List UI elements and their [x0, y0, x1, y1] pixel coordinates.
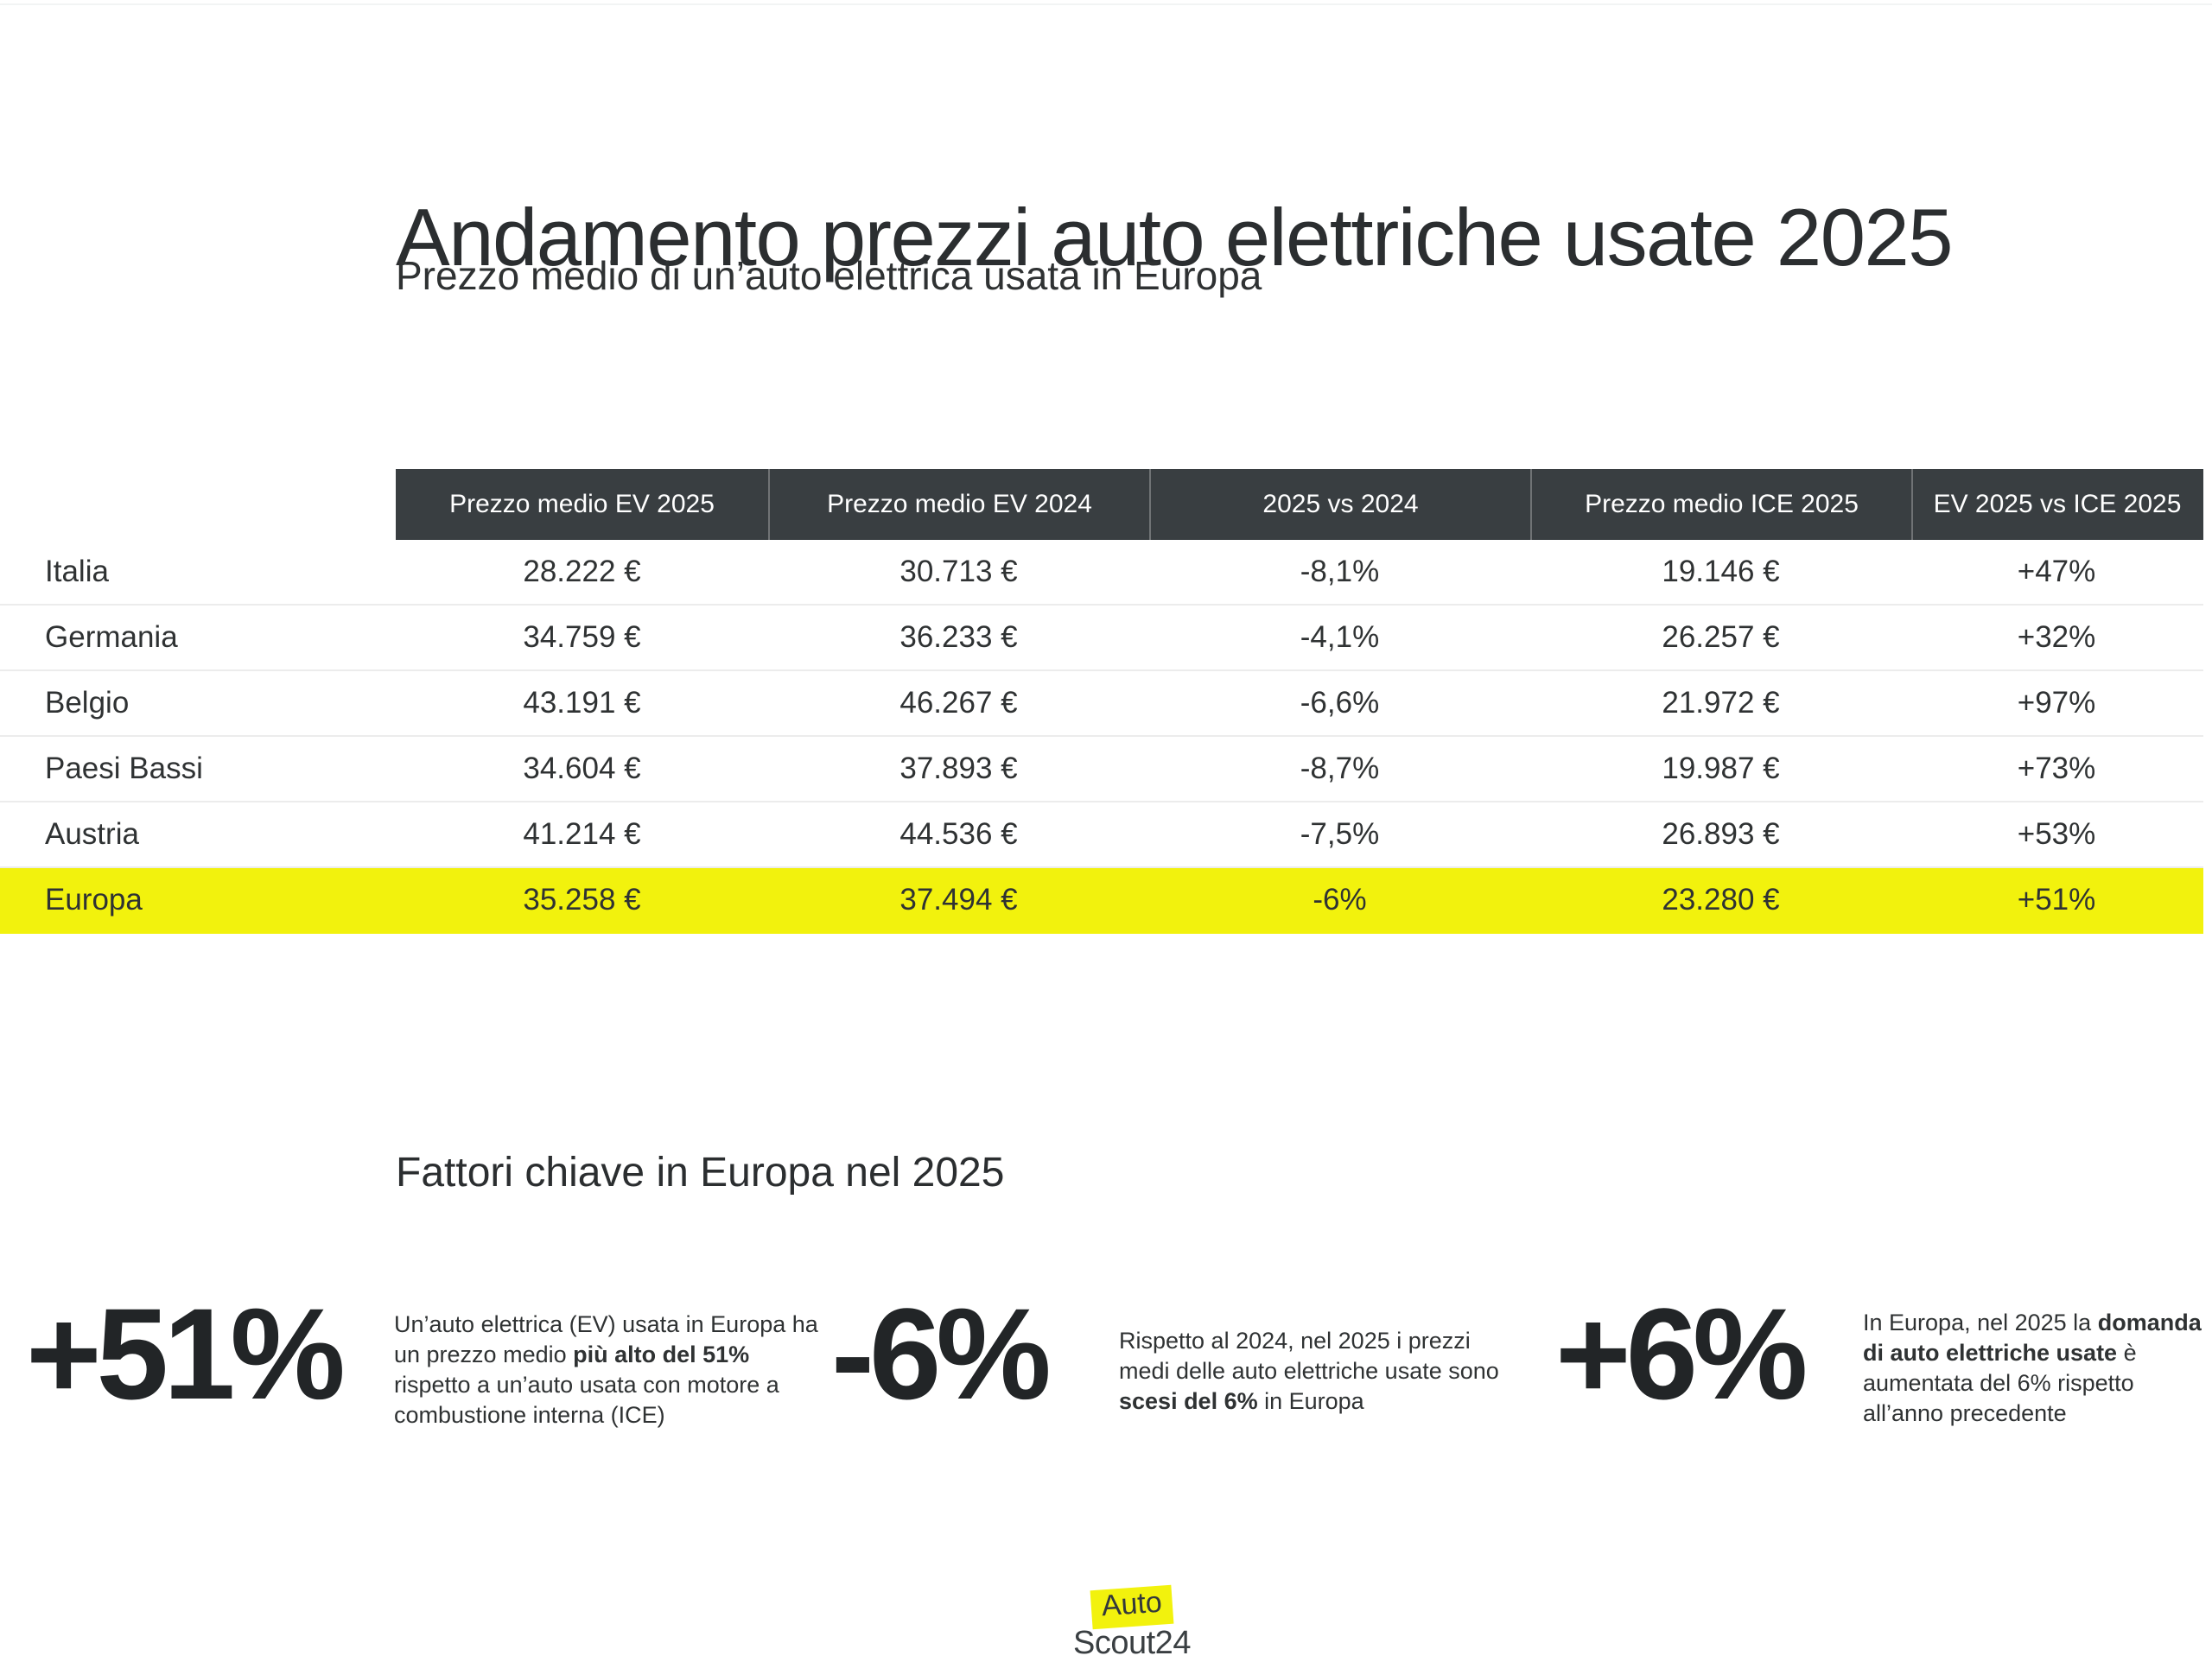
stat-text-segment: Rispetto al 2024, nel 2025 i prezzi medi… [1119, 1328, 1499, 1384]
stat-value-minus-6: -6% [831, 1281, 1052, 1426]
row-label: Austria [45, 817, 139, 851]
cell-ev-2025: 34.604 € [523, 752, 641, 785]
cell-ev-vs-ice: +32% [2017, 620, 2096, 654]
cell-ev-2024: 30.713 € [899, 555, 1018, 588]
column-header-2025-vs-2024: 2025 vs 2024 [1149, 469, 1530, 540]
page-subtitle: Prezzo medio di un’auto elettrica usata … [396, 253, 1262, 298]
cell-ice-2025: 19.146 € [1662, 555, 1780, 588]
column-header-ev-vs-ice: EV 2025 vs ICE 2025 [1911, 469, 2202, 540]
cell-yoy: -6% [1313, 883, 1367, 917]
page-title: Andamento prezzi auto elettriche usate 2… [396, 191, 1954, 282]
cell-ice-2025: 26.257 € [1662, 620, 1780, 654]
cell-ice-2025: 19.987 € [1662, 752, 1780, 785]
cell-yoy: -6,6% [1300, 686, 1380, 720]
row-label: Europa [45, 883, 143, 917]
stat-value-plus-6: +6% [1555, 1281, 1808, 1426]
autoscout24-logo: Auto Scout24 [1071, 1584, 1192, 1662]
logo-auto-yellow-badge: Auto [1090, 1584, 1174, 1630]
cell-ice-2025: 26.893 € [1662, 817, 1780, 851]
stat-text-bold-segment: scesi del 6% [1119, 1388, 1258, 1414]
cell-ice-2025: 21.972 € [1662, 686, 1780, 720]
cell-ev-2025: 35.258 € [523, 883, 641, 917]
cell-ev-2025: 34.759 € [523, 620, 641, 654]
stat-text-minus-6: Rispetto al 2024, nel 2025 i prezzi medi… [1119, 1326, 1512, 1417]
table-row-italia: Italia 28.222 € 30.713 € -8,1% 19.146 € … [0, 540, 2203, 606]
stat-text-plus-51: Un’auto elettrica (EV) usata in Europa h… [394, 1310, 830, 1430]
table-row-belgio: Belgio 43.191 € 46.267 € -6,6% 21.972 € … [0, 671, 2203, 737]
cell-yoy: -4,1% [1300, 620, 1380, 654]
cell-ev-vs-ice: +47% [2017, 555, 2096, 588]
cell-yoy: -8,7% [1300, 752, 1380, 785]
cell-ev-2024: 44.536 € [899, 817, 1018, 851]
stat-text-plus-6: In Europa, nel 2025 la domanda di auto e… [1863, 1308, 2212, 1429]
cell-ev-2024: 46.267 € [899, 686, 1018, 720]
ev-price-table: Prezzo medio EV 2025 Prezzo medio EV 202… [0, 469, 2203, 934]
column-header-ice-2025: Prezzo medio ICE 2025 [1530, 469, 1911, 540]
column-header-ev-2024: Prezzo medio EV 2024 [768, 469, 1149, 540]
stat-text-bold-segment: domanda di auto elettriche usate [1863, 1310, 2202, 1366]
cell-ev-2025: 43.191 € [523, 686, 641, 720]
row-label: Germania [45, 620, 178, 654]
cell-ev-2024: 37.494 € [899, 883, 1018, 917]
table-row-europa-highlighted: Europa 35.258 € 37.494 € -6% 23.280 € +5… [0, 868, 2203, 934]
column-header-ev-2025: Prezzo medio EV 2025 [449, 490, 715, 518]
cell-ev-vs-ice: +51% [2017, 883, 2096, 917]
table-row-austria: Austria 41.214 € 44.536 € -7,5% 26.893 €… [0, 802, 2203, 868]
stat-text-bold-segment: più alto del 51% [573, 1342, 750, 1367]
table-row-paesi-bassi: Paesi Bassi 34.604 € 37.893 € -8,7% 19.9… [0, 737, 2203, 802]
cell-ev-2024: 36.233 € [899, 620, 1018, 654]
cell-yoy: -8,1% [1300, 555, 1380, 588]
stat-text-segment: rispetto a un’auto usata con motore a co… [394, 1372, 779, 1428]
top-divider [0, 3, 2212, 5]
cell-ev-vs-ice: +53% [2017, 817, 2096, 851]
cell-ev-vs-ice: +97% [2017, 686, 2096, 720]
key-factors-heading: Fattori chiave in Europa nel 2025 [396, 1150, 1005, 1196]
cell-ev-2025: 28.222 € [523, 555, 641, 588]
cell-ev-2024: 37.893 € [899, 752, 1018, 785]
cell-yoy: -7,5% [1300, 817, 1380, 851]
stat-value-plus-51: +51% [26, 1281, 346, 1426]
stat-text-segment: è aumentata del 6% rispetto all’anno pre… [1863, 1340, 2137, 1426]
stat-text-segment: In Europa, nel 2025 la [1863, 1310, 2098, 1335]
row-label: Belgio [45, 686, 130, 720]
cell-ev-vs-ice: +73% [2017, 752, 2096, 785]
table-header-row: Prezzo medio EV 2025 Prezzo medio EV 202… [396, 469, 2203, 540]
table-row-germania: Germania 34.759 € 36.233 € -4,1% 26.257 … [0, 606, 2203, 671]
stat-text-segment: Un’auto elettrica (EV) usata in Europa h… [394, 1311, 818, 1367]
cell-ice-2025: 23.280 € [1662, 883, 1780, 917]
stat-text-segment: in Europa [1257, 1388, 1364, 1414]
logo-scout24-text: Scout24 [1073, 1625, 1191, 1662]
cell-ev-2025: 41.214 € [523, 817, 641, 851]
row-label: Italia [45, 555, 109, 588]
row-label: Paesi Bassi [45, 752, 203, 785]
